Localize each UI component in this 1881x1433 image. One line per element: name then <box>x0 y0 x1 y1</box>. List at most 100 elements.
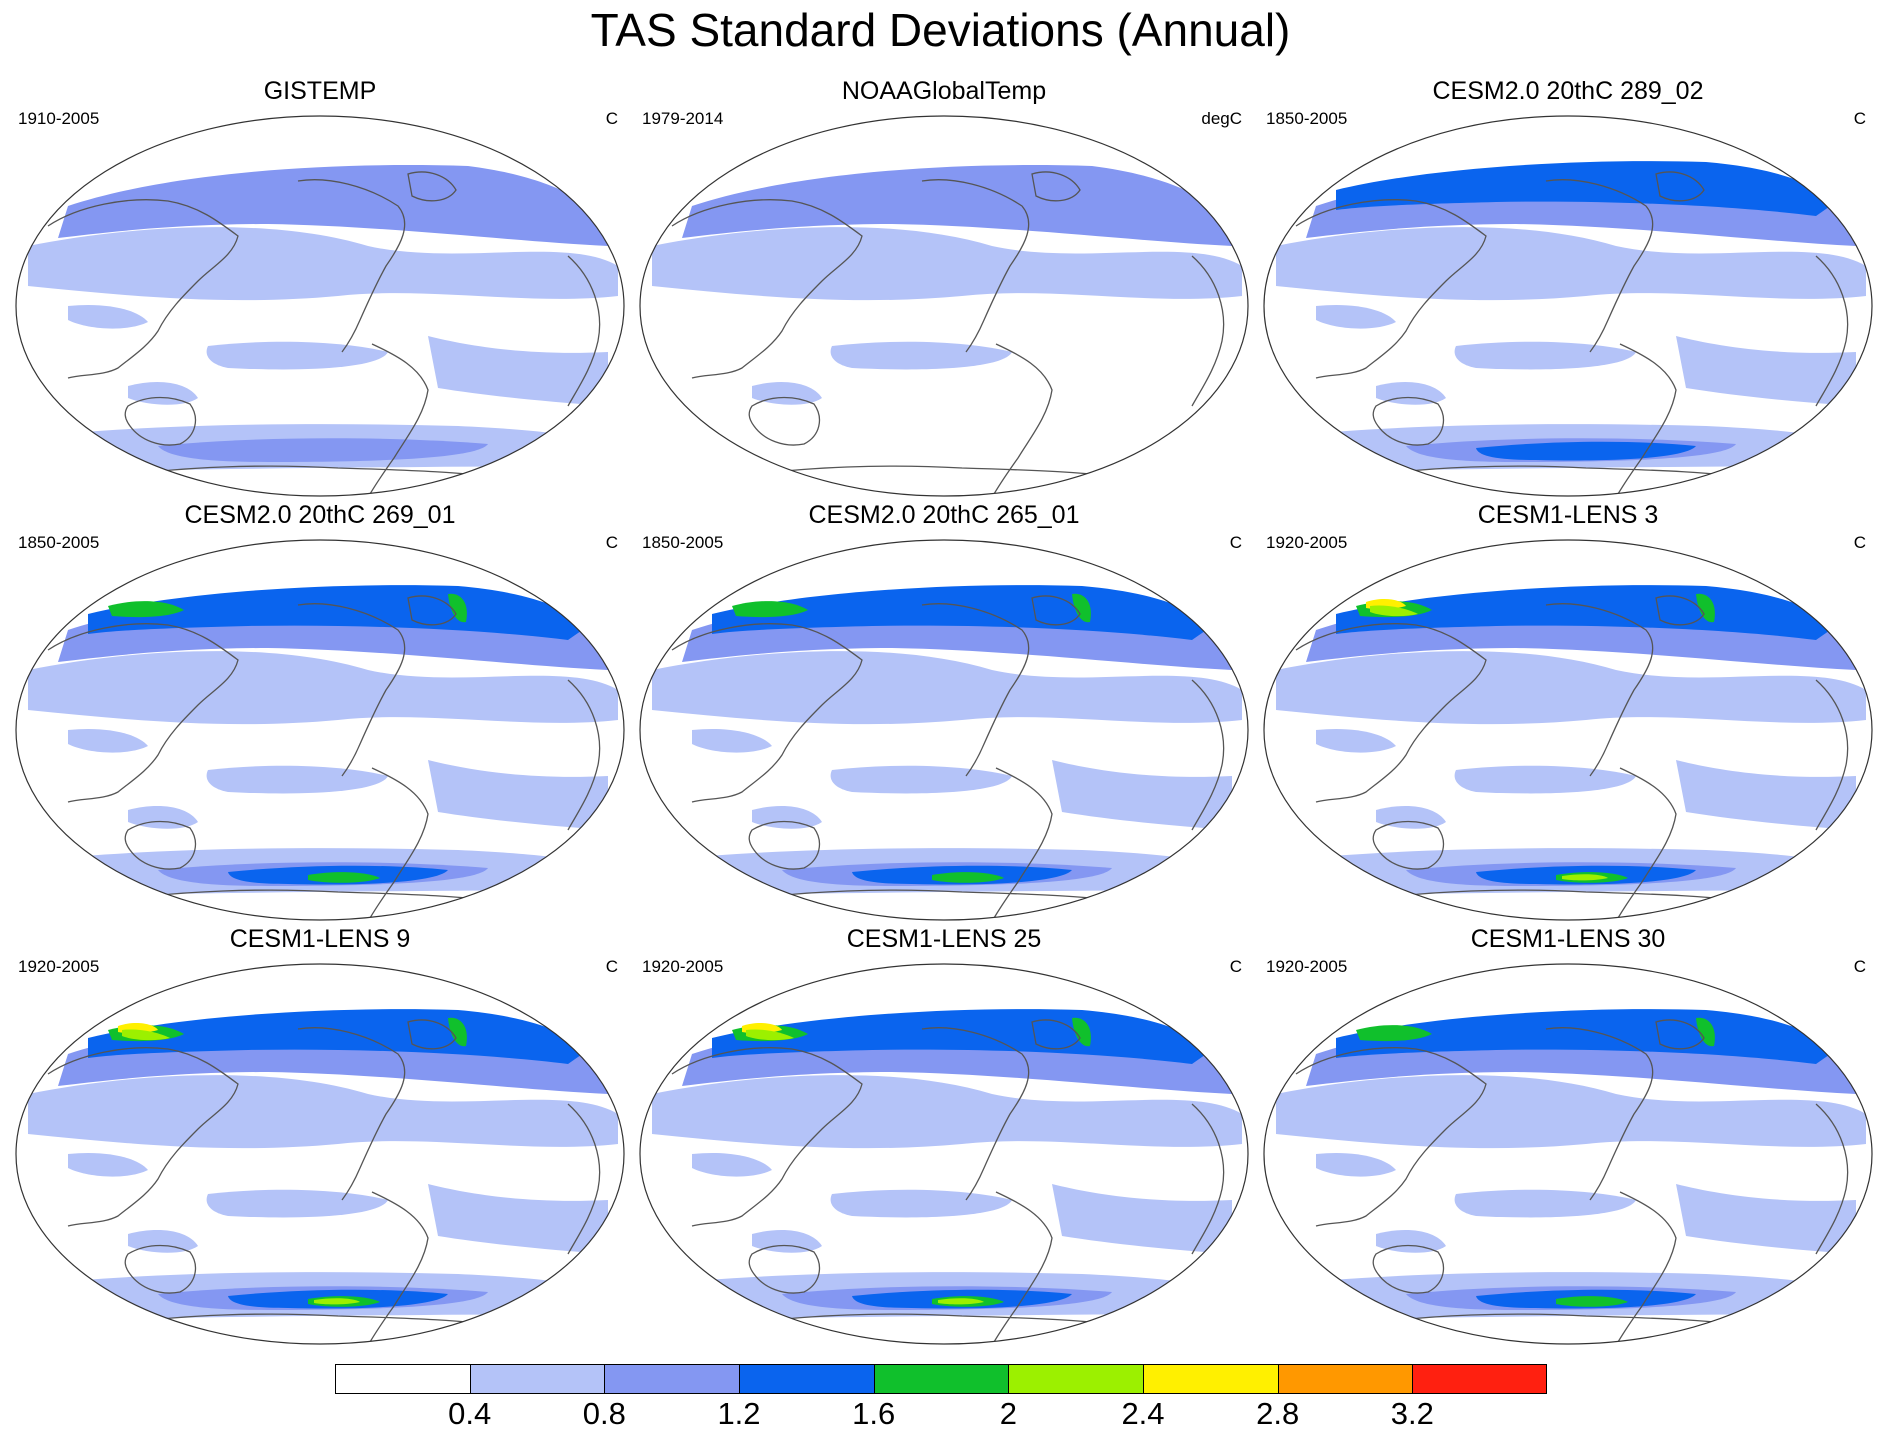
panel-years: 1850-2005 <box>642 533 724 552</box>
panel-title: NOAAGlobalTemp <box>841 77 1047 105</box>
panel-units: C <box>1853 109 1866 128</box>
coastline <box>748 396 821 446</box>
contour-region <box>938 1298 984 1305</box>
map-panel: CESM1-LENS 30 1920-2005 C <box>1256 924 1880 1354</box>
contour-region <box>746 1029 794 1041</box>
contour-region <box>448 1017 467 1047</box>
coastline <box>1372 820 1445 870</box>
coastline <box>1545 603 1654 777</box>
coastline <box>297 179 406 353</box>
colorbar-label: 2 <box>999 1396 1017 1431</box>
panel-units: degC <box>1201 109 1242 128</box>
coastline <box>1655 171 1705 202</box>
coastline <box>297 603 406 777</box>
panel-years: 1910-2005 <box>18 109 100 128</box>
coastline <box>1031 595 1081 626</box>
coastline <box>567 679 601 831</box>
panel-title: CESM2.0 20thC 269_01 <box>184 501 456 529</box>
coastline <box>921 603 1030 777</box>
coastline <box>748 820 821 870</box>
contour-region <box>652 1075 1242 1149</box>
world-map <box>1263 539 1873 921</box>
contour-region <box>1696 1017 1715 1047</box>
contour-region <box>68 728 148 753</box>
contour-region <box>68 304 148 329</box>
panel-years: 1920-2005 <box>1266 533 1348 552</box>
panel-years: 1920-2005 <box>1266 957 1348 976</box>
contour-region <box>206 765 388 794</box>
panel-title: CESM1-LENS 30 <box>1470 925 1666 953</box>
contour-region <box>428 1184 608 1254</box>
coastline <box>1655 595 1705 626</box>
coastline <box>1372 396 1445 446</box>
contour-region <box>1316 728 1396 753</box>
colorbar-swatch <box>469 1364 605 1394</box>
panel-title: GISTEMP <box>263 77 377 105</box>
world-map <box>1263 115 1873 497</box>
contour-region <box>448 593 467 623</box>
coastline <box>1545 179 1654 353</box>
contour-region <box>1676 1184 1856 1254</box>
coastline <box>369 1191 429 1343</box>
contour-region <box>1276 227 1866 301</box>
contour-region <box>308 872 380 883</box>
map-boundary <box>15 539 625 921</box>
contour-region <box>1556 1296 1628 1307</box>
coastline <box>1295 623 1487 803</box>
contour-region <box>1454 341 1636 370</box>
contour-region <box>158 438 488 462</box>
contour-fill-layer <box>16 540 624 920</box>
coastline <box>407 171 457 202</box>
contour-region <box>1052 760 1232 830</box>
contour-region <box>68 1152 148 1177</box>
figure-title: TAS Standard Deviations (Annual) <box>590 4 1291 56</box>
contour-region <box>122 1029 170 1041</box>
coastline <box>47 623 239 803</box>
panel-years: 1920-2005 <box>642 957 724 976</box>
panel-years: 1920-2005 <box>18 957 100 976</box>
contour-region <box>1336 1009 1836 1064</box>
colorbar-label: 2.4 <box>1121 1396 1165 1431</box>
coastline <box>1617 343 1677 495</box>
coastline <box>748 1244 821 1294</box>
contour-region <box>88 1009 588 1064</box>
panel-units: C <box>1229 957 1242 976</box>
contour-region <box>314 1298 360 1305</box>
contour-region <box>1454 1189 1636 1218</box>
colorbar-label: 2.8 <box>1256 1396 1300 1431</box>
contour-region <box>28 1075 618 1149</box>
coastline <box>993 767 1053 919</box>
contour-region <box>652 227 1242 301</box>
coastline <box>407 595 457 626</box>
colorbar-swatch <box>1008 1364 1143 1394</box>
world-map <box>1263 963 1873 1345</box>
coastline <box>297 1027 406 1201</box>
contour-region <box>206 1189 388 1218</box>
map-boundary <box>639 539 1249 921</box>
panel-units: C <box>1853 957 1866 976</box>
coastline <box>1545 1027 1654 1201</box>
panel-years: 1979-2014 <box>642 109 724 128</box>
map-boundary <box>15 963 625 1345</box>
panel-title: CESM2.0 20thC 265_01 <box>808 501 1080 529</box>
contour-region <box>932 872 1004 883</box>
map-boundary <box>15 115 625 497</box>
contour-region <box>1276 1075 1866 1149</box>
contour-fill-layer <box>16 116 624 496</box>
panel-title: CESM2.0 20thC 289_02 <box>1432 77 1704 105</box>
coastline <box>1372 1244 1445 1294</box>
coastline <box>1617 767 1677 919</box>
coastline <box>1815 679 1849 831</box>
coastline <box>1191 255 1225 407</box>
panel-units: C <box>605 109 618 128</box>
contour-region <box>1316 1152 1396 1177</box>
contour-region <box>1276 651 1866 725</box>
contour-region <box>1676 336 1856 406</box>
colorbar-label: 0.8 <box>582 1396 626 1431</box>
coastline <box>124 1244 197 1294</box>
coastline <box>1617 1191 1677 1343</box>
contour-region <box>830 341 1012 370</box>
coastline <box>567 255 601 407</box>
map-panel: CESM1-LENS 25 1920-2005 C <box>632 924 1256 1354</box>
coastline <box>1031 171 1081 202</box>
